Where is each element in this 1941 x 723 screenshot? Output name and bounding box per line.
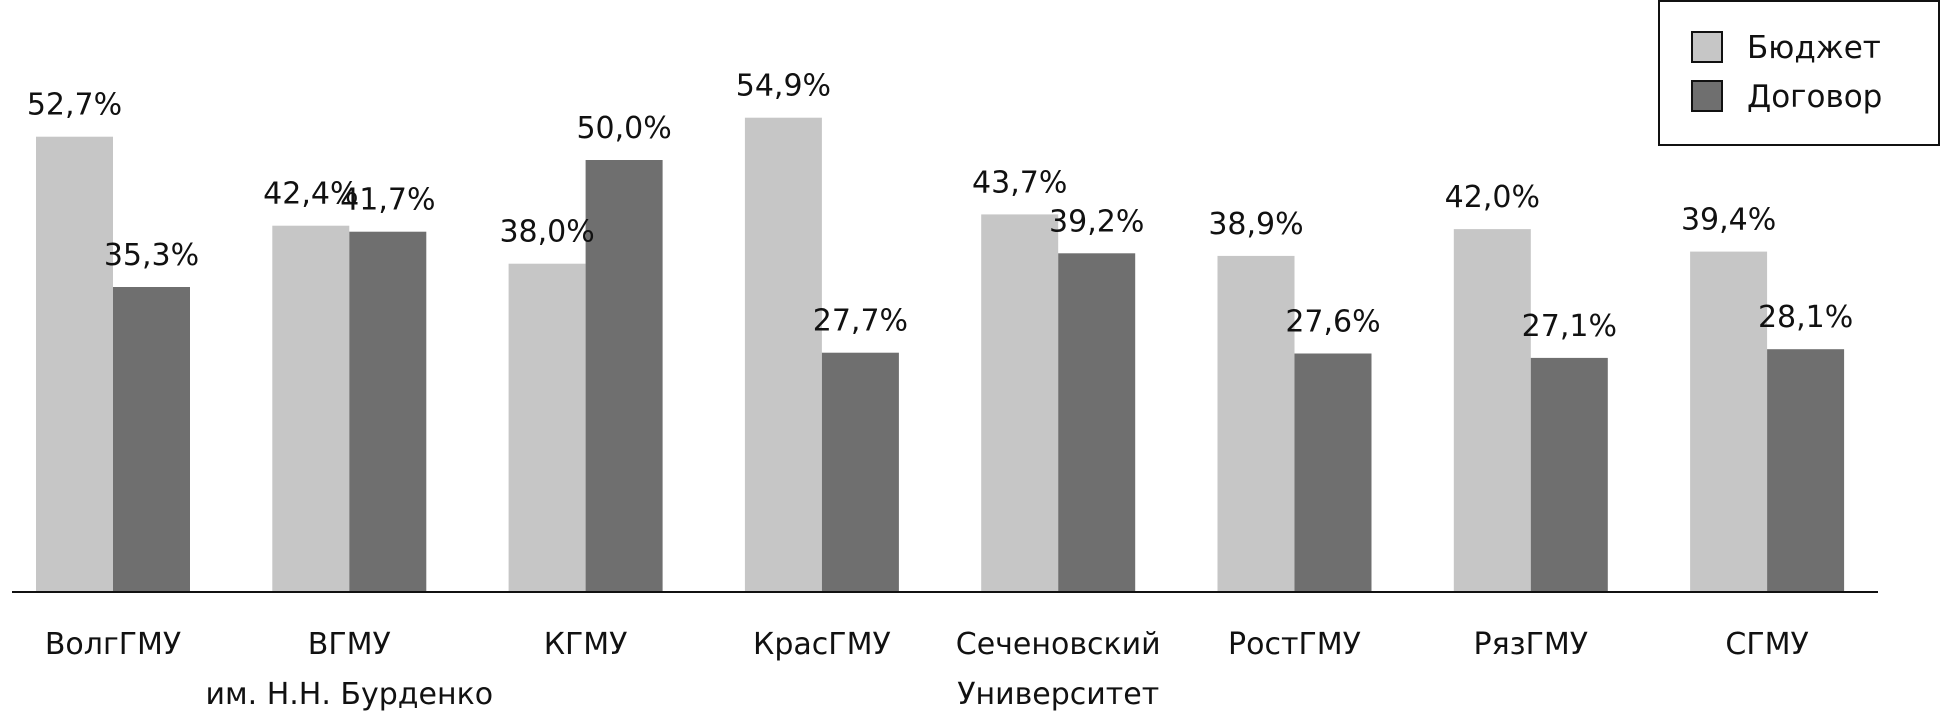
category-label: КрасГМУ (753, 627, 891, 662)
bar-budget (981, 214, 1059, 592)
value-label-contract: 41,7% (340, 183, 435, 218)
category-label: РостГМУ (1228, 627, 1361, 662)
category-labels-group: ВолгГМУ ВГМУ им. Н.Н. Бурденко КГМУ КрасГМУ С… (45, 627, 1809, 712)
bar-contract (1294, 353, 1372, 592)
legend-label-contract: Договор (1747, 79, 1882, 115)
legend-swatch-budget (1691, 31, 1723, 63)
value-label-budget: 42,0% (1445, 180, 1540, 215)
category-label: ВГМУ (308, 627, 391, 662)
value-label-contract: 27,7% (813, 304, 908, 339)
value-label-budget: 39,4% (1681, 203, 1776, 238)
bar-contract (1058, 253, 1136, 593)
legend-label-budget: Бюджет (1747, 30, 1881, 66)
category-label: им. Н.Н. Бурденко (206, 677, 494, 712)
value-labels-group: 52,7% 35,3% 42,4%41,7% 38,0% 50,0% 54,9% 27,7%… (27, 69, 1853, 344)
category-label: Университет (957, 677, 1159, 712)
value-label-budget: 43,7% (972, 165, 1067, 200)
bar-contract (1530, 357, 1608, 592)
category-label: РязГМУ (1474, 627, 1589, 662)
bar-contract (585, 160, 663, 592)
category-label: СГМУ (1725, 627, 1808, 662)
bar-contract (821, 352, 899, 592)
bars-group (36, 117, 1845, 593)
value-label-contract: 27,1% (1522, 309, 1617, 344)
bar-budget (36, 136, 113, 592)
value-label-contract: 50,0% (576, 111, 671, 146)
value-label-contract: 27,6% (1285, 305, 1380, 340)
value-label-contract: 39,2% (1049, 204, 1144, 239)
bar-budget (1453, 229, 1531, 592)
bar-budget (1690, 251, 1768, 592)
category-label: ВолгГМУ (45, 627, 181, 662)
value-label-budget: 52,7% (27, 88, 122, 123)
value-label-budget: 38,0% (499, 215, 594, 250)
value-label-budget: 38,9% (1208, 207, 1303, 242)
bar-contract (349, 231, 427, 592)
category-label: Сеченовский (956, 627, 1161, 662)
bar-contract (1767, 349, 1845, 592)
legend: Бюджет Договор (1658, 0, 1940, 146)
legend-swatch-contract (1691, 80, 1723, 112)
bar-budget (744, 117, 822, 592)
value-label-contract: 35,3% (104, 238, 199, 273)
legend-frame (1658, 0, 1940, 146)
value-label-contract: 28,1% (1758, 300, 1853, 335)
bar-budget (508, 263, 586, 592)
bar-budget (1217, 255, 1295, 592)
bar-budget (272, 225, 350, 592)
value-label-budget: 54,9% (736, 69, 831, 104)
value-label-budget: 42,4% (263, 177, 358, 212)
bar-contract (113, 287, 190, 592)
category-label: КГМУ (544, 627, 628, 662)
